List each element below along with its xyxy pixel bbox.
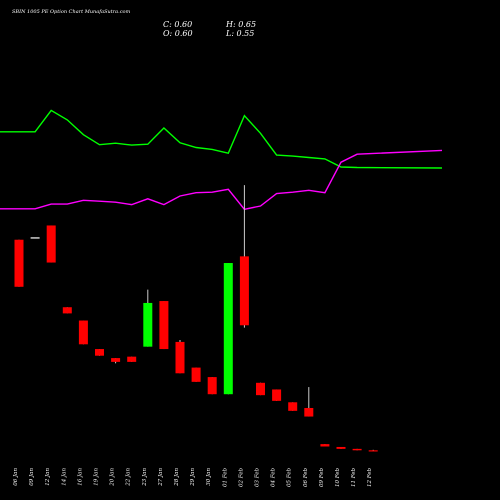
x-tick-label: 20 Jan bbox=[110, 468, 116, 487]
x-tick-label: 14 Jan bbox=[61, 468, 67, 486]
x-tick-label: 06 Jan bbox=[13, 468, 19, 486]
candle-down bbox=[62, 307, 72, 314]
x-tick-label: 11 Feb bbox=[351, 468, 357, 488]
x-tick-label: 02 Feb bbox=[238, 468, 244, 488]
x-tick-label: 16 Jan bbox=[77, 468, 83, 486]
x-tick-label: 09 Jan bbox=[29, 468, 35, 486]
candle-down bbox=[320, 444, 330, 447]
low-readout: L: 0.55 bbox=[226, 29, 255, 38]
candle-flat bbox=[30, 237, 40, 239]
candle-down bbox=[207, 377, 217, 395]
x-tick-label: 27 Jan bbox=[158, 468, 164, 487]
candle-down bbox=[14, 239, 24, 287]
candle-down bbox=[191, 367, 201, 382]
x-tick-label: 23 Jan bbox=[142, 468, 148, 487]
chart-title: SBIN 1005 PE Option Chart MunafaSutra.co… bbox=[12, 9, 131, 15]
indicator-line-1 bbox=[0, 109, 443, 169]
candle-down bbox=[239, 256, 249, 326]
open-readout: O: 0.60 bbox=[163, 29, 193, 38]
candle-down bbox=[336, 446, 346, 449]
candle-down bbox=[272, 389, 282, 401]
candle-down bbox=[46, 225, 56, 263]
candle-down bbox=[175, 341, 185, 374]
x-tick-label: 12 Feb bbox=[367, 468, 373, 488]
x-tick-label: 09 Feb bbox=[319, 468, 325, 488]
x-tick-label: 29 Jan bbox=[190, 468, 196, 487]
candle-down bbox=[78, 320, 88, 345]
x-tick-label: 04 Feb bbox=[271, 468, 277, 488]
candle-down bbox=[256, 382, 265, 396]
x-tick-label: 19 Jan bbox=[94, 468, 100, 486]
x-tick-label: 06 Feb bbox=[303, 468, 309, 488]
candle-down bbox=[111, 358, 121, 362]
x-tick-label: 12 Jan bbox=[45, 468, 51, 486]
x-tick-label: 05 Feb bbox=[287, 468, 293, 488]
candle-down bbox=[127, 356, 137, 362]
x-tick-label: 28 Jan bbox=[174, 468, 180, 487]
candle-down bbox=[304, 407, 314, 417]
x-tick-label: 03 Feb bbox=[255, 468, 261, 488]
candle-down bbox=[288, 402, 298, 411]
candle-up bbox=[143, 302, 153, 347]
x-tick-label: 22 Jan bbox=[126, 468, 132, 487]
candle-down bbox=[352, 448, 362, 451]
candle-down bbox=[159, 301, 169, 350]
x-tick-label: 10 Feb bbox=[335, 468, 341, 488]
candle-up bbox=[223, 263, 233, 395]
candle-down bbox=[95, 349, 104, 356]
x-tick-label: 30 Jan bbox=[206, 468, 212, 486]
indicator-line-2 bbox=[0, 149, 443, 211]
x-tick-label: 01 Feb bbox=[222, 468, 228, 488]
candle-down bbox=[368, 450, 378, 452]
close-readout: C: 0.60 bbox=[163, 20, 193, 29]
high-readout: H: 0.65 bbox=[226, 20, 257, 29]
